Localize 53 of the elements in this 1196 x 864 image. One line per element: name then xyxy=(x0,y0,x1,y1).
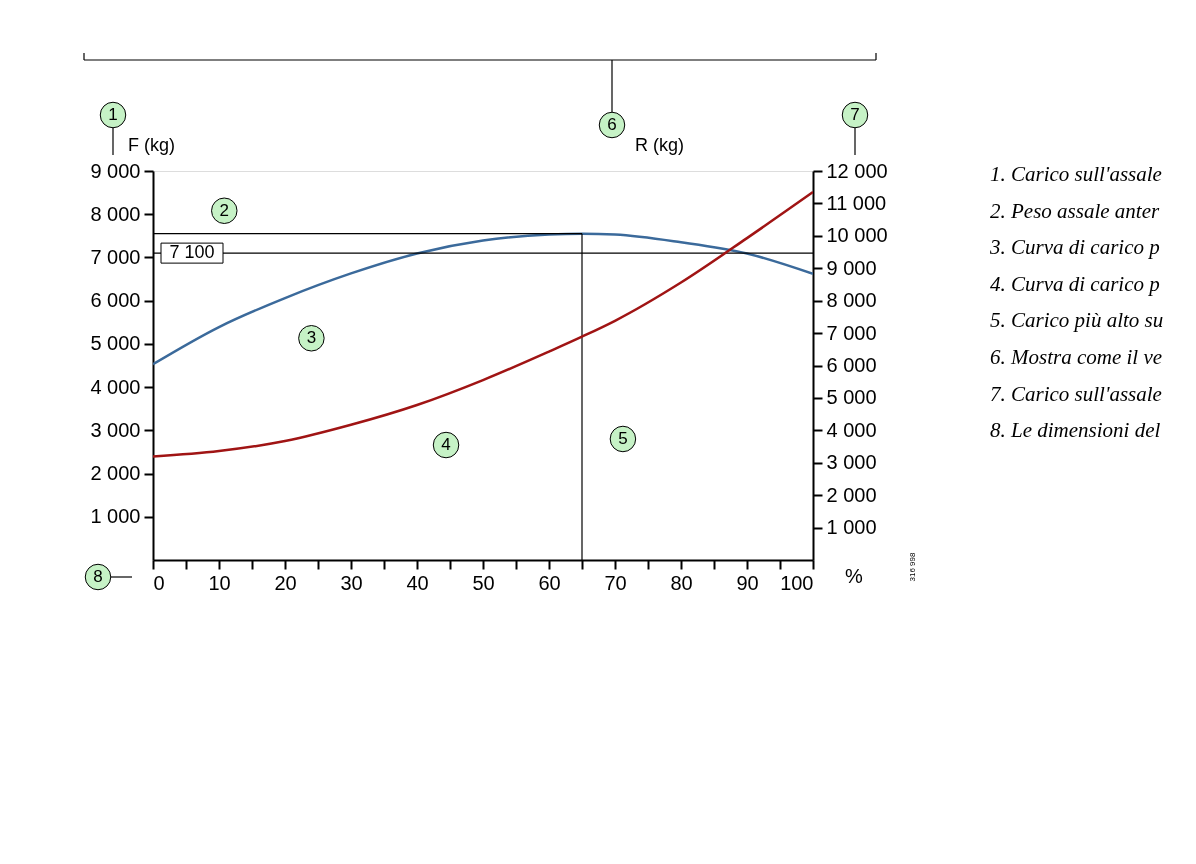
ref-line-label: 7 100 xyxy=(169,242,215,263)
text: 4. Curva di carico p xyxy=(990,271,1160,296)
y2-tick-label: 2 000 xyxy=(826,483,877,506)
x-tick-label: 80 xyxy=(670,571,693,594)
y-tick-label: 2 000 xyxy=(90,462,141,485)
text: 7 xyxy=(850,105,860,124)
x-axis-title: % xyxy=(845,565,864,587)
x-tick-label: 50 xyxy=(472,571,495,594)
x-tick-label: 40 xyxy=(406,571,429,594)
text: 3. Curva di carico p xyxy=(989,235,1160,260)
text: 1. Carico sull'assale xyxy=(990,162,1162,186)
annotation: 5 xyxy=(618,428,628,448)
y2-tick-label: 4 000 xyxy=(826,418,877,441)
y-tick-label: 5 000 xyxy=(90,332,141,355)
annotation: 3 xyxy=(306,328,317,348)
text: 1 xyxy=(108,105,118,124)
x-tick-label: 60 xyxy=(538,571,561,594)
y2-axis-title: R (kg) xyxy=(635,135,684,155)
y-tick-label: 8 000 xyxy=(90,202,141,225)
y-tick-label: 3 000 xyxy=(90,418,141,441)
x-tick-label: 70 xyxy=(604,571,627,594)
y2-tick-label: 6 000 xyxy=(826,354,877,376)
text: 6. Mostra come il ve xyxy=(990,345,1163,369)
x-tick-label: 20 xyxy=(274,571,297,594)
annotation: 2 xyxy=(219,200,230,220)
annotation: 4 xyxy=(441,435,451,455)
y2-tick-label: 1 000 xyxy=(826,516,877,539)
y2-tick-label: 12 000 xyxy=(826,159,888,182)
y2-tick-label: 5 000 xyxy=(826,386,877,409)
text: 5. Carico più alto su xyxy=(990,308,1164,333)
y-tick-label: 1 000 xyxy=(90,505,141,528)
text: 8 xyxy=(93,567,103,586)
y2-tick-label: 11 000 xyxy=(826,191,887,214)
y-axis-title: F (kg) xyxy=(128,135,175,155)
y2-tick-label: 7 000 xyxy=(826,321,877,344)
y2-tick-label: 9 000 xyxy=(826,256,877,279)
text: 2. Peso assale anter xyxy=(990,198,1160,223)
y2-tick-label: 3 000 xyxy=(826,451,877,474)
x-tick-label: 30 xyxy=(340,571,363,594)
y2-tick-label: 8 000 xyxy=(826,289,877,312)
text: 8. Le dimensioni del xyxy=(990,418,1161,443)
x-tick-label: 90 xyxy=(736,571,759,594)
y-tick-label: 6 000 xyxy=(90,289,141,312)
y-tick-label: 7 000 xyxy=(90,245,141,268)
x-tick-label: 100 xyxy=(780,571,814,594)
x-tick-label: 0 xyxy=(153,571,165,594)
text: 7. Carico sull'assale xyxy=(990,381,1162,406)
y-tick-label: 9 000 xyxy=(90,159,141,182)
text: 316 998 xyxy=(908,551,917,582)
y-tick-label: 4 000 xyxy=(90,375,141,398)
x-tick-label: 10 xyxy=(208,571,231,594)
y2-tick-label: 10 000 xyxy=(826,224,888,247)
text: 6 xyxy=(607,115,617,134)
